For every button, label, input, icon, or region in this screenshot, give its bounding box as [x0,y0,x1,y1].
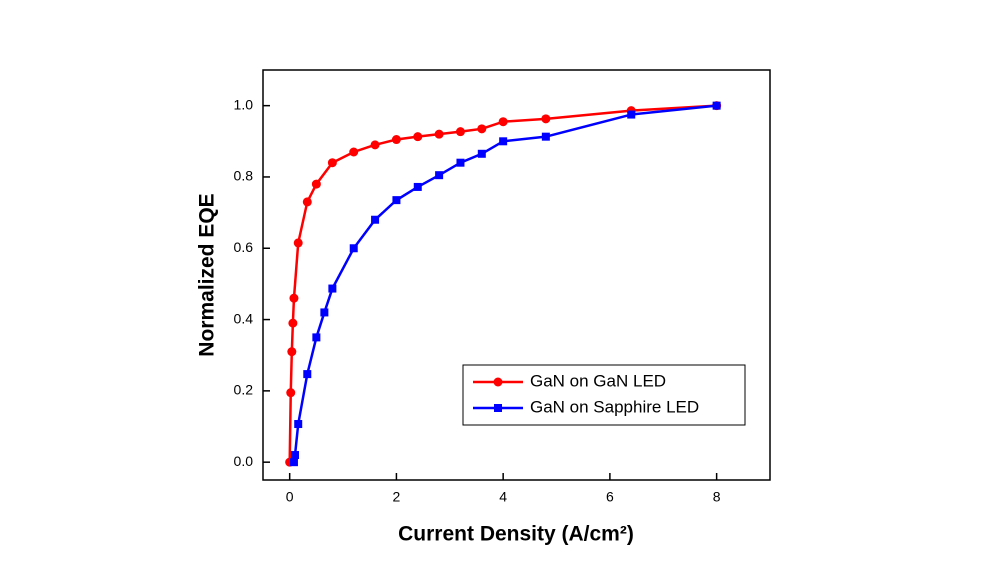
data-point [371,215,380,224]
data-point [293,238,303,248]
data-point [312,333,321,342]
data-point [627,110,636,119]
legend-label: GaN on GaN LED [530,371,666,390]
data-point [712,101,721,110]
y-tick-label: 1.0 [234,96,254,112]
data-point [320,308,329,317]
data-point [291,451,300,460]
data-point [391,135,401,145]
y-axis-title: Normalized EQE [196,193,219,356]
x-tick-label: 2 [393,489,401,505]
data-point [455,127,465,137]
y-tick-label: 0.6 [234,239,254,255]
y-tick-label: 0.4 [234,310,254,326]
data-point [456,158,465,167]
legend-marker [493,377,503,387]
y-tick-label: 0.0 [234,453,254,469]
data-point [392,196,401,205]
data-point [287,347,297,357]
legend-marker [494,404,502,412]
data-point [413,132,423,142]
data-point [349,244,358,253]
x-tick-label: 6 [606,489,614,505]
data-point [477,149,486,158]
legend-box [462,364,746,426]
data-point [413,182,422,191]
data-point [327,158,337,168]
plot-frame [262,69,771,481]
data-point [288,318,298,328]
data-point [289,293,299,303]
data-point [434,129,444,139]
data-point [289,458,298,467]
x-tick-label: 4 [499,489,507,505]
data-point [541,132,550,141]
data-point [328,284,337,293]
x-tick-label: 8 [713,489,721,505]
data-point [286,388,296,398]
data-point [498,117,508,127]
data-point [311,179,321,189]
y-tick-label: 0.8 [234,168,254,184]
data-point [499,137,508,146]
data-point [477,124,487,134]
data-point [349,147,359,157]
data-point [302,197,312,207]
data-point [541,114,551,124]
x-tick-label: 0 [286,489,294,505]
data-point [435,171,444,180]
series-line [292,104,717,463]
x-axis-title: Current Density (A/cm²) [398,523,634,546]
legend-label: GaN on Sapphire LED [530,397,699,416]
data-point [370,140,380,150]
data-point [294,420,303,429]
y-tick-label: 0.2 [234,382,254,398]
data-point [303,370,312,379]
